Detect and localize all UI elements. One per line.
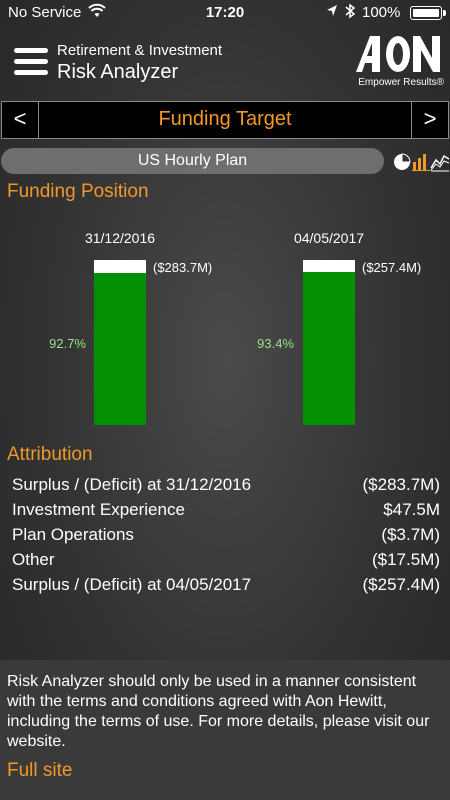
bar-chart-icon[interactable] [411, 150, 431, 172]
logo-tagline: Empower Results® [358, 77, 444, 88]
battery-icon [410, 6, 446, 20]
deficit-bar-2 [303, 260, 355, 272]
battery-percent: 100% [362, 4, 401, 21]
full-site-link[interactable]: Full site [7, 760, 73, 781]
table-row: Investment Experience $47.5M [12, 500, 442, 525]
aon-logo-icon [356, 36, 440, 72]
clock: 17:20 [205, 4, 245, 21]
prev-button[interactable]: < [1, 101, 39, 139]
attribution-label: Plan Operations [12, 525, 134, 544]
funded-pct-label-1: 92.7% [49, 336, 86, 351]
attribution-title: Attribution [7, 444, 93, 465]
attribution-label: Investment Experience [12, 500, 185, 519]
disclaimer-panel: Risk Analyzer should only be used in a m… [0, 660, 450, 800]
section-title: Funding Target [39, 101, 411, 139]
app-title: Risk Analyzer [57, 61, 179, 83]
plan-row: US Hourly Plan [0, 148, 450, 176]
attribution-label: Surplus / (Deficit) at 04/05/2017 [12, 575, 252, 594]
bar-date-2: 04/05/2017 [293, 230, 365, 246]
deficit-bar-1 [94, 260, 146, 273]
menu-icon[interactable] [14, 48, 48, 76]
attribution-value: ($283.7M) [362, 475, 440, 494]
funding-position-title: Funding Position [7, 181, 149, 202]
attribution-label: Other [12, 550, 55, 569]
aon-logo: Empower Results® [350, 32, 444, 92]
app-subtitle: Retirement & Investment [57, 42, 223, 59]
attribution-value: ($17.5M) [371, 550, 440, 569]
status-bar: No Service 17:20 100% [0, 0, 450, 26]
table-row: Plan Operations ($3.7M) [12, 525, 442, 550]
view-switcher [392, 150, 450, 174]
next-button[interactable]: > [411, 101, 449, 139]
plan-selector[interactable]: US Hourly Plan [1, 148, 384, 174]
funded-pct-label-2: 93.4% [257, 336, 294, 351]
funded-bar-2 [303, 272, 355, 425]
attribution-value: ($257.4M) [362, 575, 440, 594]
app-header: Retirement & Investment Risk Analyzer Em… [0, 26, 450, 100]
disclaimer-text: Risk Analyzer should only be used in a m… [7, 673, 430, 750]
table-row: Surplus / (Deficit) at 04/05/2017 ($257.… [12, 575, 442, 600]
section-navigator: < Funding Target > [0, 101, 450, 141]
wifi-icon [88, 3, 106, 23]
table-row: Other ($17.5M) [12, 550, 442, 575]
bar-date-1: 31/12/2016 [84, 230, 156, 246]
attribution-value: ($3.7M) [381, 525, 440, 544]
attribution-value: $47.5M [383, 500, 440, 519]
location-arrow-icon [326, 3, 338, 23]
attribution-table: Surplus / (Deficit) at 31/12/2016 ($283.… [12, 475, 442, 600]
bluetooth-icon [344, 3, 356, 23]
table-row: Surplus / (Deficit) at 31/12/2016 ($283.… [12, 475, 442, 500]
funding-position-chart: 31/12/2016 ($283.7M) 92.7% 04/05/2017 ($… [0, 210, 450, 440]
attribution-label: Surplus / (Deficit) at 31/12/2016 [12, 475, 252, 494]
deficit-label-1: ($283.7M) [153, 260, 213, 275]
line-chart-icon[interactable] [430, 150, 450, 172]
deficit-label-2: ($257.4M) [362, 260, 422, 275]
funded-bar-1 [94, 273, 146, 425]
pie-chart-icon[interactable] [392, 150, 412, 172]
carrier-label: No Service [8, 4, 82, 21]
